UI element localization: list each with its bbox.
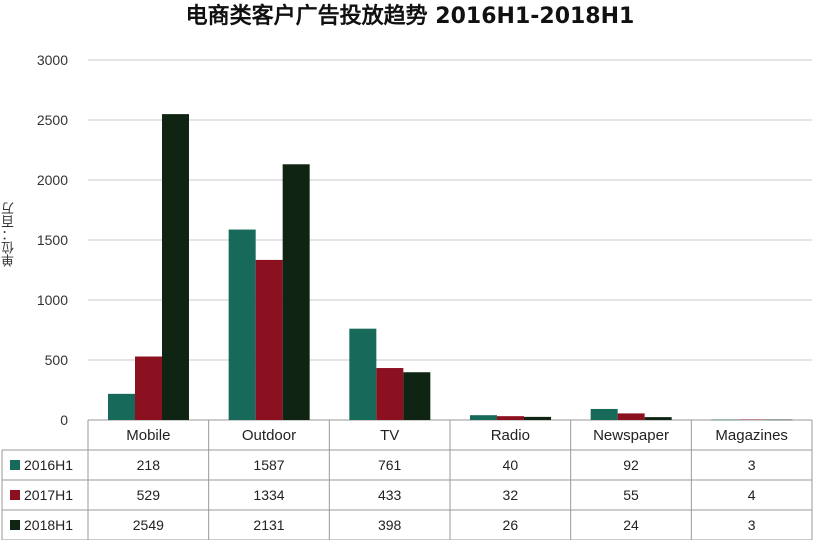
- data-label: 433: [378, 487, 402, 503]
- y-tick-label: 0: [60, 412, 68, 428]
- y-tick-label: 2000: [37, 172, 68, 188]
- data-label: 398: [378, 517, 402, 533]
- data-label: 3: [748, 457, 756, 473]
- bar: [644, 417, 672, 420]
- bar: [738, 419, 766, 421]
- bar: [497, 416, 524, 420]
- data-label: 529: [137, 487, 161, 503]
- category-label: TV: [380, 427, 399, 444]
- bar: [162, 114, 189, 421]
- bar: [349, 328, 377, 420]
- data-label: 40: [503, 457, 519, 473]
- bar: [282, 164, 310, 420]
- data-label: 26: [503, 517, 519, 533]
- data-label: 218: [137, 457, 161, 473]
- bar: [765, 419, 793, 421]
- bar: [108, 393, 135, 420]
- category-label: Magazines: [715, 427, 788, 444]
- data-label: 24: [623, 517, 639, 533]
- data-label: 2131: [253, 517, 284, 533]
- bar: [403, 372, 431, 420]
- data-label: 2549: [133, 517, 164, 533]
- bar: [711, 419, 739, 421]
- y-tick-label: 1500: [37, 232, 68, 248]
- legend-key: [10, 490, 20, 500]
- category-label: Outdoor: [242, 427, 296, 444]
- series-label: 2017H1: [24, 487, 73, 503]
- data-label: 3: [748, 517, 756, 533]
- y-tick-label: 3000: [37, 52, 68, 68]
- y-tick-label: 500: [45, 352, 69, 368]
- bar: [470, 415, 497, 420]
- legend-key: [10, 460, 20, 470]
- data-label: 4: [748, 487, 756, 503]
- category-label: Mobile: [126, 427, 170, 444]
- data-label: 32: [503, 487, 519, 503]
- bar: [617, 413, 645, 420]
- category-label: Radio: [491, 427, 530, 444]
- y-tick-label: 1000: [37, 292, 68, 308]
- bar: [524, 416, 551, 420]
- bar: [135, 356, 162, 420]
- bar: [590, 408, 618, 420]
- series-label: 2016H1: [24, 457, 73, 473]
- series-label: 2018H1: [24, 517, 73, 533]
- data-label: 761: [378, 457, 402, 473]
- y-tick-label: 2500: [37, 112, 68, 128]
- bar: [228, 229, 256, 420]
- bar: [376, 368, 404, 420]
- bar: [255, 259, 283, 420]
- legend-key: [10, 520, 20, 530]
- chart-title: 电商类客户广告投放趋势 2016H1-2018H1: [185, 4, 635, 29]
- data-label: 1334: [253, 487, 284, 503]
- data-label: 1587: [253, 457, 284, 473]
- category-label: Newspaper: [593, 427, 669, 444]
- data-label: 55: [623, 487, 639, 503]
- data-label: 92: [623, 457, 639, 473]
